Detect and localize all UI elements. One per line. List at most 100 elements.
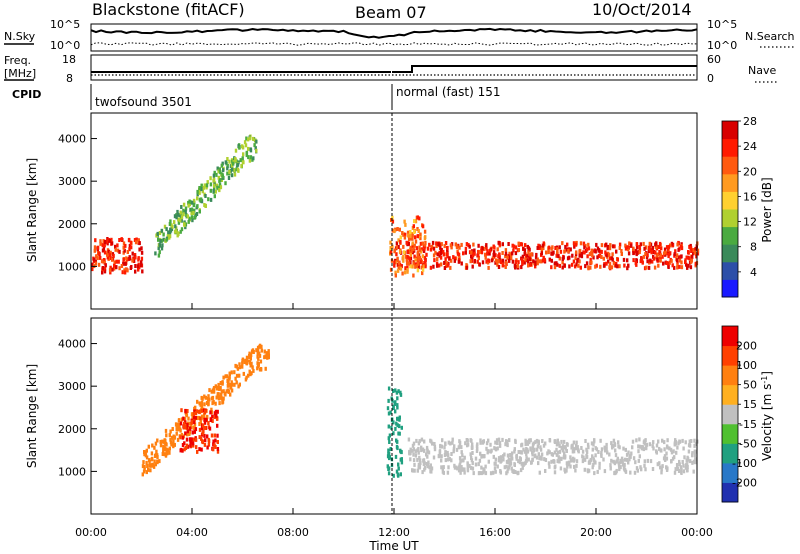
heatmap-cell [192, 198, 196, 203]
heatmap-cell [615, 249, 618, 254]
heatmap-cell [206, 434, 209, 439]
heatmap-cell [453, 258, 456, 263]
heatmap-cell [575, 463, 578, 468]
heatmap-cell [178, 422, 181, 427]
heatmap-cell [173, 435, 177, 440]
heatmap-cell [647, 265, 651, 270]
heatmap-cell [585, 454, 588, 458]
heatmap-cell [440, 262, 443, 267]
heatmap-cell [538, 259, 542, 264]
heatmap-cell [651, 259, 654, 264]
heatmap-cell [429, 247, 433, 252]
heatmap-cell [402, 244, 405, 249]
heatmap-cell [217, 396, 221, 401]
heatmap-cell [143, 467, 146, 472]
heatmap-cell [487, 449, 490, 454]
heatmap-cell [541, 439, 544, 443]
heatmap-cell [653, 265, 657, 270]
heatmap-cell [512, 248, 515, 253]
heatmap-cell [457, 465, 460, 470]
heatmap-cell [542, 246, 545, 250]
heatmap-cell [536, 439, 540, 444]
heatmap-cell [184, 408, 187, 413]
heatmap-cell [676, 260, 679, 265]
colorbar-swatch [722, 482, 738, 503]
heatmap-cell [571, 253, 574, 258]
heatmap-cell [245, 361, 248, 366]
heatmap-cell [477, 471, 481, 476]
heatmap-cell [222, 375, 225, 380]
heatmap-cell [138, 241, 141, 246]
heatmap-cell [485, 446, 488, 451]
heatmap-cell [450, 452, 453, 456]
heatmap-cell [624, 469, 628, 474]
heatmap-cell [536, 246, 539, 250]
heatmap-cell [692, 251, 695, 256]
heatmap-cell [688, 244, 691, 249]
heatmap-cell [416, 250, 420, 255]
heatmap-cell [122, 245, 125, 250]
heatmap-cell [457, 468, 461, 473]
heatmap-cell [189, 438, 193, 443]
heatmap-cell [667, 254, 670, 259]
heatmap-cell [487, 265, 490, 270]
heatmap-cell [225, 389, 228, 394]
heatmap-cell [400, 450, 403, 455]
heatmap-cell [592, 442, 595, 447]
heatmap-cell [421, 271, 424, 276]
noise-tick-left-top: 10^5 [50, 18, 80, 31]
heatmap-cell [536, 261, 539, 266]
heatmap-cell [123, 270, 127, 275]
heatmap-cell [506, 255, 509, 260]
heatmap-cell [438, 253, 441, 258]
heatmap-cell [203, 203, 206, 207]
heatmap-cell [115, 259, 118, 264]
heatmap-cell [530, 252, 533, 257]
heatmap-cell [91, 262, 94, 267]
heatmap-cell [692, 469, 695, 474]
heatmap-cell [493, 461, 496, 466]
heatmap-cell [432, 253, 436, 258]
heatmap-cell [665, 451, 668, 456]
heatmap-cell [655, 449, 658, 454]
heatmap-cell [638, 245, 641, 250]
heatmap-cell [212, 173, 216, 178]
heatmap-cell [573, 464, 576, 469]
heatmap-cell [447, 440, 450, 445]
colorbar-swatch [722, 156, 738, 175]
heatmap-cell [496, 247, 499, 252]
heatmap-cell [498, 443, 502, 448]
heatmap-cell [193, 420, 196, 425]
heatmap-cell [213, 433, 216, 438]
heatmap-cell [684, 465, 688, 470]
heatmap-cell [627, 460, 630, 465]
heatmap-cell [645, 442, 649, 447]
heatmap-cell [257, 356, 260, 361]
heatmap-cell [644, 252, 647, 256]
heatmap-cell [198, 186, 201, 190]
heatmap-cell [175, 431, 178, 436]
heatmap-cell [657, 263, 660, 268]
heatmap-cell [587, 266, 590, 271]
heatmap-cell [399, 239, 402, 244]
heatmap-cell [527, 250, 530, 255]
heatmap-cell [450, 245, 453, 250]
heatmap-cell [666, 246, 670, 251]
heatmap-cell [97, 262, 101, 267]
heatmap-cell [209, 176, 212, 181]
heatmap-cell [509, 461, 513, 466]
heatmap-cell [675, 253, 679, 258]
heatmap-cell [630, 243, 633, 248]
heatmap-cell [201, 189, 204, 194]
heatmap-cell [116, 243, 119, 248]
heatmap-cell [657, 245, 661, 250]
heatmap-cell [471, 451, 474, 455]
heatmap-cell [236, 167, 240, 172]
heatmap-cell [212, 188, 215, 193]
heatmap-cell [662, 251, 666, 256]
heatmap-cell [524, 257, 527, 262]
heatmap-cell [580, 254, 584, 259]
heatmap-cell [417, 261, 420, 266]
heatmap-cell [694, 246, 697, 251]
heatmap-cell [418, 216, 421, 221]
